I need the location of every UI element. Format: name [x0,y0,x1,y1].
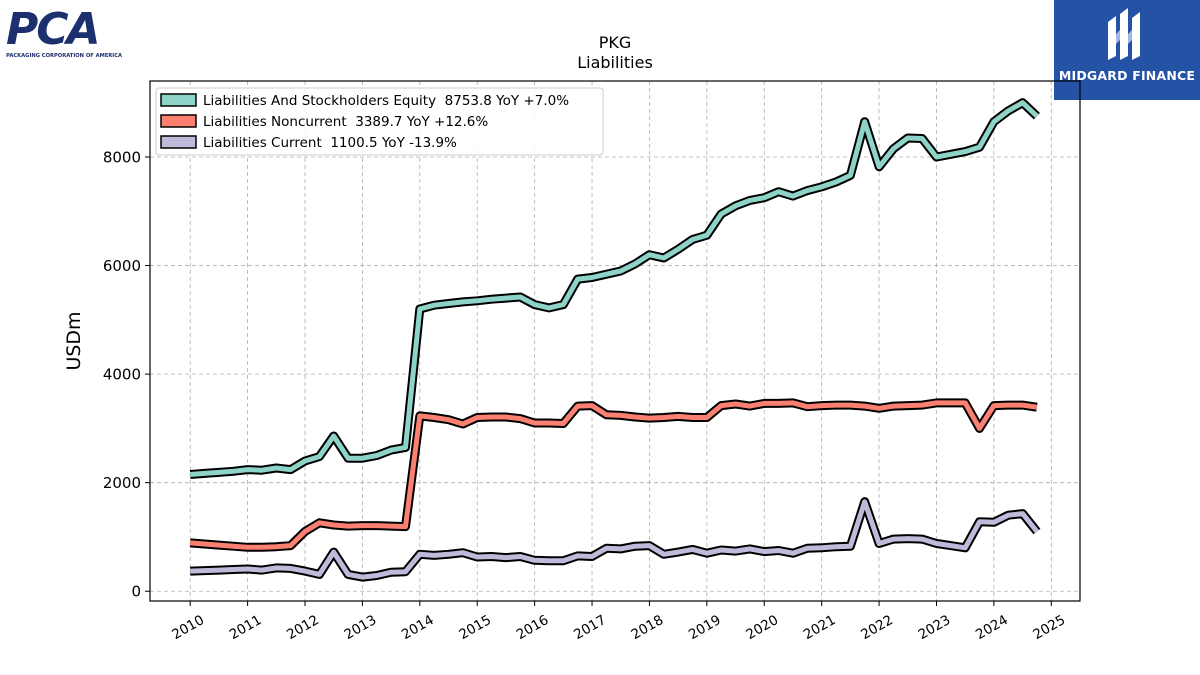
x-tick-label: 2011 [227,612,265,643]
legend-label-equity: Liabilities And Stockholders Equity 8753… [203,93,569,109]
plot-frame [149,80,1081,602]
series-lines [189,98,1041,582]
legend-swatch-current [160,135,197,149]
x-tick-label: 2024 [973,612,1011,643]
x-axis: 2010 2011 2012 2013 2014 2015 2016 2017 2018 2019… [169,601,1068,643]
midgard-finance-text: MIDGARD FINANCE [1058,68,1196,83]
legend-swatch-equity [160,93,197,107]
x-tick-label: 2017 [571,612,609,643]
midgard-finance-logo: MIDGARD FINANCE [1054,0,1200,100]
x-tick-label: 2020 [743,612,781,643]
series-line-liabilities-noncurrent [190,400,1038,550]
pca-logo-subtext: PACKAGING CORPORATION OF AMERICA [6,53,123,59]
x-tick-label: 2022 [858,612,896,643]
x-tick-label: 2016 [514,612,552,643]
x-tick-label: 2010 [169,612,207,643]
legend-label-current: Liabilities Current 1100.5 YoY -13.9% [203,135,457,151]
legend-swatch-noncurrent [160,114,197,128]
pca-logo-text: PCA [6,4,101,55]
pca-logo: PCA PACKAGING CORPORATION OF AMERICA [6,4,122,62]
legend: Liabilities And Stockholders Equity 8753… [155,87,604,156]
chart-title: PKG [599,33,632,52]
y-tick-label: 2000 [103,474,141,492]
series-line-liabilities-current [190,499,1039,580]
x-tick-label: 2015 [456,612,494,643]
x-tick-label: 2014 [399,612,437,643]
y-axis: 0 2000 4000 6000 8000 [103,148,150,601]
x-tick-label: 2021 [801,612,839,643]
midgard-emblem-icon [1108,8,1140,60]
y-tick-label: 0 [131,583,141,601]
x-tick-label: 2023 [916,612,954,643]
series-line-liabilities-and-stockholders-equity [190,100,1039,477]
y-tick-label: 4000 [103,366,141,384]
x-tick-label: 2013 [342,612,380,643]
y-tick-label: 6000 [103,257,141,275]
x-tick-label: 2012 [284,612,322,643]
legend-label-noncurrent: Liabilities Noncurrent 3389.7 YoY +12.6% [203,114,488,130]
x-tick-label: 2018 [629,612,667,643]
y-axis-label: USDm [63,311,85,370]
y-tick-label: 8000 [103,148,141,166]
chart-subtitle: Liabilities [577,53,653,72]
legend-box [155,87,604,156]
x-tick-label: 2025 [1030,612,1068,643]
x-tick-label: 2019 [686,612,724,643]
